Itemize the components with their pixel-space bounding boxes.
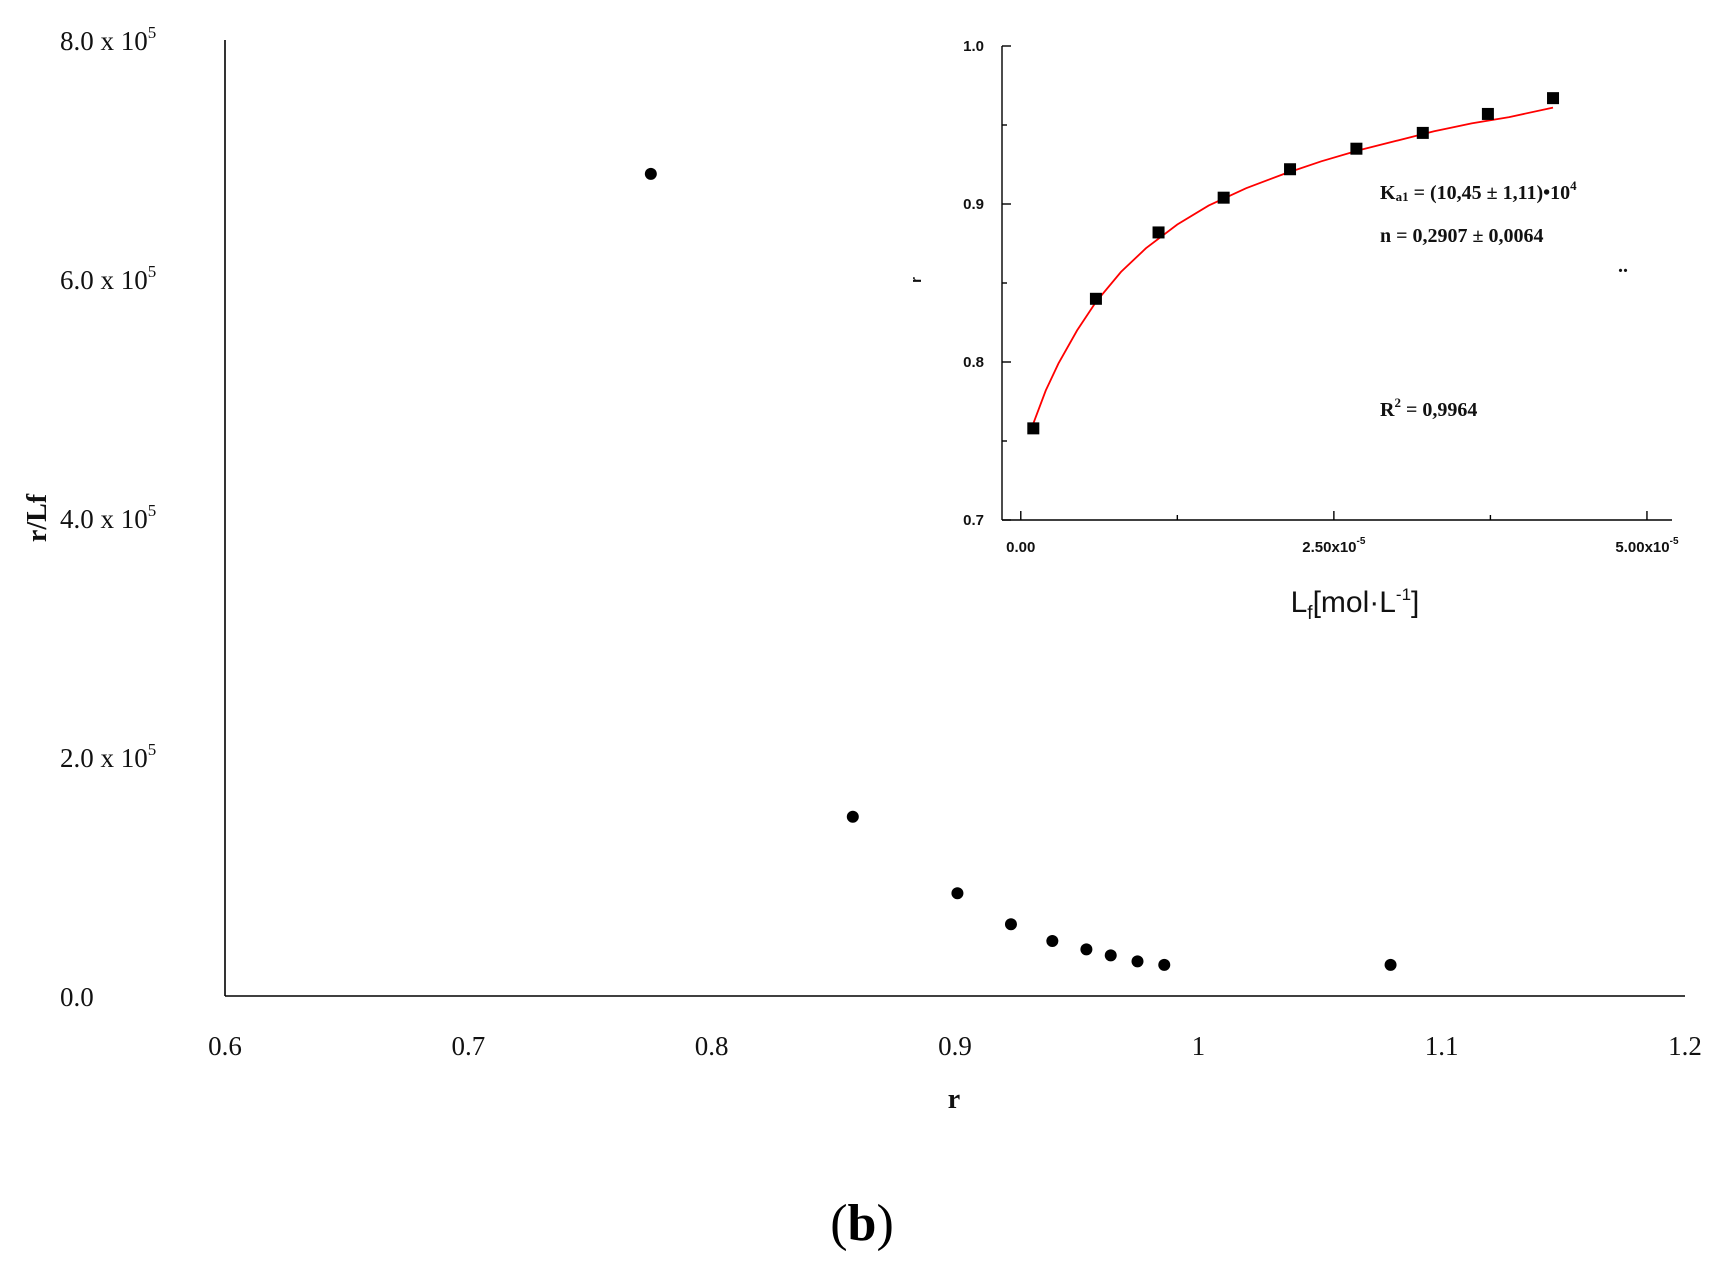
inset-data-point	[1217, 191, 1230, 204]
inset-y-tick-labels: 0.7 0.8 0.9 1.0	[963, 38, 984, 529]
inset-x-axis-title: Lf[mol·L-1]	[1291, 585, 1420, 624]
inset-x-tick-labels: 0.00 2.50x10-5 5.00x10-5	[1006, 536, 1679, 556]
inset-data-point	[1547, 92, 1560, 105]
main-data-point	[1104, 949, 1117, 962]
main-x-tick-label: 0.9	[938, 1031, 972, 1061]
main-data-point	[1080, 943, 1093, 956]
main-data-point	[644, 167, 657, 180]
inset-y-axis-title: r	[908, 277, 925, 283]
main-data-point	[1004, 918, 1017, 931]
main-x-tick-label: 1.1	[1425, 1031, 1459, 1061]
inset-y-tick-label: 1.0	[963, 38, 984, 55]
inset-y-tick-label: 0.8	[963, 354, 984, 371]
main-y-axis-title: r/Lf	[22, 493, 53, 542]
inset-data-point	[1481, 107, 1494, 120]
inset-tick-marks	[1002, 45, 1648, 521]
inset-data-point	[1027, 422, 1040, 435]
main-x-axis-title: r	[948, 1084, 960, 1115]
inset-data-point	[1416, 126, 1429, 139]
main-data-points	[644, 167, 1397, 971]
main-y-tick-label: 6.0 x 105	[60, 262, 156, 295]
main-y-tick-label: 8.0 x 105	[60, 23, 156, 56]
main-x-tick-label: 1	[1192, 1031, 1206, 1061]
inset-y-tick-label: 0.7	[963, 512, 984, 529]
inset-data-point	[1284, 163, 1297, 176]
stray-dots-annotation: ..	[1618, 255, 1628, 277]
main-data-point	[1046, 935, 1059, 948]
main-data-point	[1158, 958, 1171, 971]
r-squared-annotation: R2 = 0,9964	[1380, 395, 1477, 421]
inset-x-tick-label: 5.00x10-5	[1615, 536, 1679, 556]
inset-data-points	[1027, 92, 1560, 435]
main-x-tick-labels: 0.6 0.7 0.8 0.9 1 1.1 1.2	[208, 1031, 1702, 1061]
main-y-tick-labels: 0.0 2.0 x 105 4.0 x 105 6.0 x 105 8.0 x 105	[60, 23, 156, 1012]
inset-data-point	[1089, 292, 1102, 305]
figure-caption: (b)	[830, 1195, 894, 1252]
main-x-tick-label: 0.6	[208, 1031, 242, 1061]
inset-x-tick-label: 0.00	[1006, 539, 1035, 556]
inset-y-tick-label: 0.9	[963, 196, 984, 213]
main-y-tick-label: 0.0	[60, 982, 94, 1012]
inset-data-point	[1350, 142, 1363, 155]
ka-annotation: Ka1 = (10,45 ± 1,11)•104	[1380, 178, 1577, 204]
n-annotation: n = 0,2907 ± 0,0064	[1380, 225, 1544, 247]
inset-x-tick-label: 2.50x10-5	[1302, 536, 1366, 556]
main-data-point	[951, 887, 964, 900]
main-y-tick-label: 4.0 x 105	[60, 501, 156, 534]
main-data-point	[1384, 958, 1397, 971]
main-data-point	[846, 810, 859, 823]
inset-scatter-chart: 0.7 0.8 0.9 1.0 0.00 2.50x10-5 5.00x10-5 Ka1 …	[908, 38, 1679, 624]
inset-data-point	[1152, 226, 1165, 239]
main-x-tick-label: 0.8	[695, 1031, 729, 1061]
main-data-point	[1131, 955, 1144, 968]
main-x-tick-label: 0.7	[451, 1031, 485, 1061]
inset-fit-curve	[1032, 106, 1554, 424]
main-y-tick-label: 2.0 x 105	[60, 740, 156, 773]
main-x-tick-label: 1.2	[1668, 1031, 1702, 1061]
